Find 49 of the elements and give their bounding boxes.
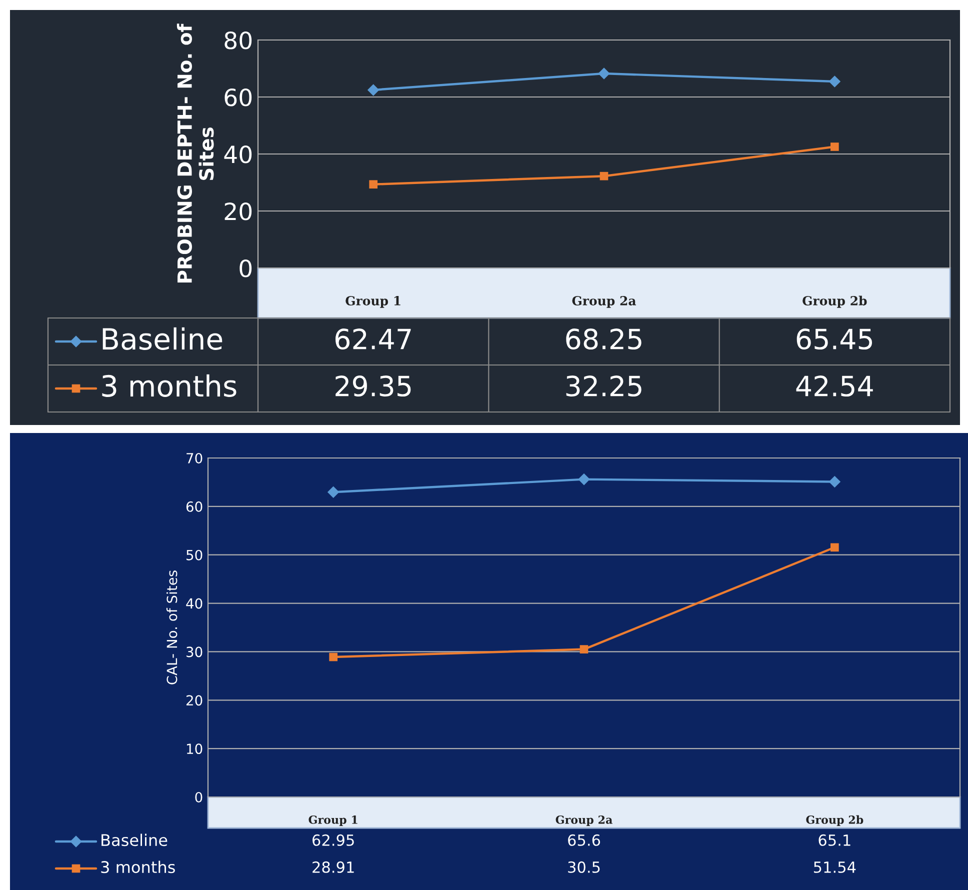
- x-tick-label: Group 2a: [572, 296, 636, 308]
- data-label: 65.45: [796, 328, 872, 350]
- y-tick-label: 80: [224, 31, 252, 50]
- y-tick-label: 30: [186, 646, 202, 658]
- y-tick-label: 40: [224, 145, 252, 164]
- legend-label: 3 months: [101, 860, 175, 874]
- x-tick-label: Group 2b: [802, 296, 867, 308]
- y-tick-label: 70: [186, 452, 202, 464]
- point: [830, 543, 839, 552]
- point: [327, 486, 340, 498]
- y-tick-label: 0: [240, 259, 252, 278]
- data-label: 42.54: [796, 376, 873, 397]
- data-label: 65.6: [568, 834, 600, 846]
- data-label: 29.35: [336, 376, 411, 397]
- point: [578, 473, 590, 486]
- y-tick-label: 20: [186, 695, 202, 706]
- data-label: 51.54: [814, 862, 856, 873]
- y-tick-label: 60: [186, 501, 202, 512]
- point: [830, 142, 839, 151]
- x-tick-label: Group 2b: [806, 815, 864, 826]
- y-axis-title: PROBING DEPTH- No. of Sites: [176, 24, 214, 282]
- y-tick-label: 60: [224, 88, 252, 106]
- legend-label: Baseline: [102, 834, 168, 846]
- data-label: 65.1: [818, 834, 850, 846]
- data-label: 28.91: [312, 861, 354, 873]
- legend-label: 3 months: [102, 374, 236, 397]
- y-tick-label: 20: [224, 202, 252, 220]
- point: [580, 645, 588, 654]
- data-label: 30.5: [568, 861, 600, 873]
- data-label: 62.95: [312, 834, 354, 846]
- y-axis-title: CAL- No. of Sites: [166, 570, 178, 684]
- y-tick-label: 0: [195, 792, 202, 802]
- point: [329, 652, 338, 662]
- y-tick-label: 10: [186, 744, 202, 754]
- legend-label: Baseline: [102, 327, 222, 350]
- data-label: 62.47: [336, 328, 411, 350]
- x-tick-label: Group 2a: [556, 815, 612, 826]
- x-tick-label: Group 1: [308, 815, 358, 826]
- point: [367, 84, 380, 96]
- point: [828, 476, 841, 488]
- point: [369, 180, 378, 189]
- x-tick-label: Group 1: [346, 296, 400, 308]
- data-label: 32.25: [566, 376, 642, 397]
- point: [828, 76, 841, 88]
- y-tick-label: 50: [186, 550, 202, 560]
- point: [598, 68, 610, 80]
- point: [600, 172, 608, 180]
- data-label: 68.25: [566, 328, 642, 350]
- y-tick-label: 40: [186, 598, 202, 609]
